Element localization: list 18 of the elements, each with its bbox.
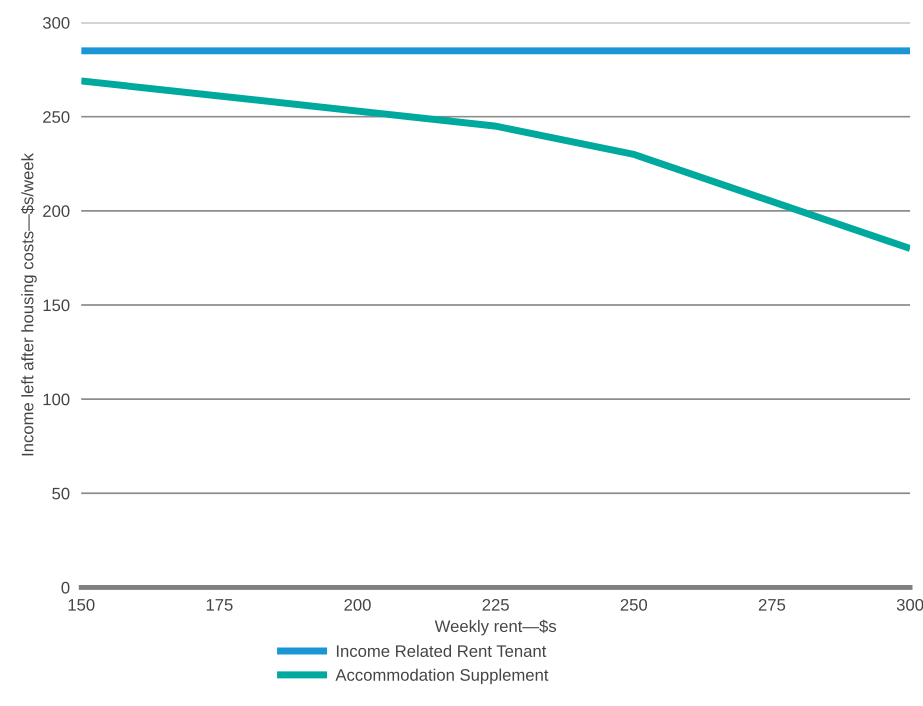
x-axis-title: Weekly rent—$s [434, 620, 556, 636]
y-tick-label: 200 [43, 205, 70, 218]
x-tick-label: 275 [758, 598, 786, 611]
legend-label: Income Related Rent Tenant [336, 644, 546, 657]
y-tick-label: 300 [42, 16, 70, 29]
y-tick-label: 100 [44, 394, 70, 406]
x-tick-label: 250 [620, 598, 648, 611]
x-tick-label: 300 [896, 598, 923, 611]
x-tick-label: 225 [482, 598, 509, 611]
y-tick-label: 50 [52, 488, 70, 500]
y-tick-label: 0 [61, 582, 70, 594]
y-tick-label: 150 [44, 299, 70, 312]
x-tick-label: 175 [206, 599, 233, 611]
legend-label: Accommodation Supplement [335, 668, 548, 684]
x-tick-label: 150 [68, 598, 94, 611]
x-tick-label: 200 [344, 598, 371, 611]
y-tick-label: 250 [43, 111, 70, 123]
y-axis-title: Income left after housing costs—$s/week [20, 153, 37, 456]
